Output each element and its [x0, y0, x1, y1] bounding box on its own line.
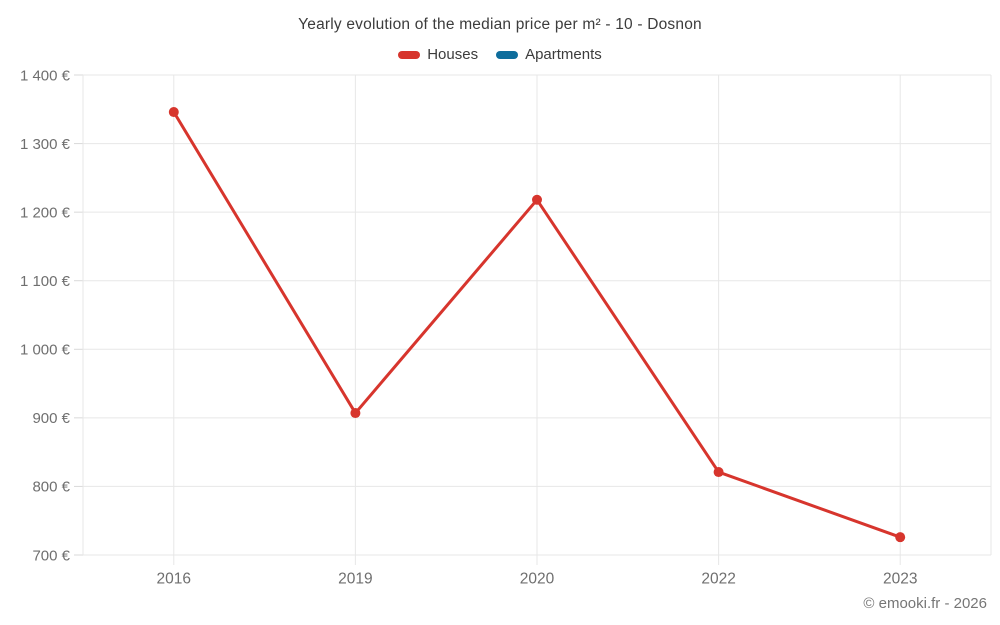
apartments-swatch-icon: [496, 50, 519, 59]
legend-label-apartments: Apartments: [525, 46, 602, 63]
data-point[interactable]: [168, 107, 179, 118]
y-tick-label: 900 €: [32, 410, 70, 427]
x-tick-label: 2023: [883, 570, 917, 587]
data-point[interactable]: [532, 194, 542, 205]
data-point[interactable]: [713, 467, 724, 478]
y-axis: 700 € 800 € 900 € 1 000 € 1 100 € 1 200 € 1 30…: [20, 67, 991, 564]
legend: Houses Apartments: [0, 46, 1000, 63]
x-tick-label: 2019: [338, 570, 372, 587]
chart-title: Yearly evolution of the median price per…: [298, 16, 702, 33]
x-tick-label: 2020: [520, 570, 555, 587]
copyright-footer: © emooki.fr - 2026: [863, 595, 987, 612]
legend-item-apartments[interactable]: Apartments: [496, 46, 602, 63]
legend-label-houses: Houses: [427, 46, 479, 63]
x-tick-label: 2022: [701, 570, 735, 587]
data-point[interactable]: [350, 408, 361, 419]
y-tick-label: 1 000 €: [20, 342, 71, 359]
y-tick-label: 1 300 €: [20, 136, 71, 153]
y-tick-label: 1 400 €: [20, 67, 71, 84]
houses-swatch-icon: [398, 50, 421, 59]
data-point[interactable]: [895, 532, 906, 543]
y-tick-label: 1 200 €: [20, 204, 71, 221]
series-houses: [168, 107, 906, 543]
x-axis: 2016 2019 2020 2022 2023: [82, 75, 992, 587]
y-tick-label: 800 €: [32, 479, 70, 496]
y-tick-label: 700 €: [32, 547, 70, 564]
y-tick-label: 1 100 €: [20, 273, 71, 290]
x-tick-label: 2016: [157, 570, 191, 587]
legend-item-houses[interactable]: Houses: [398, 46, 478, 63]
